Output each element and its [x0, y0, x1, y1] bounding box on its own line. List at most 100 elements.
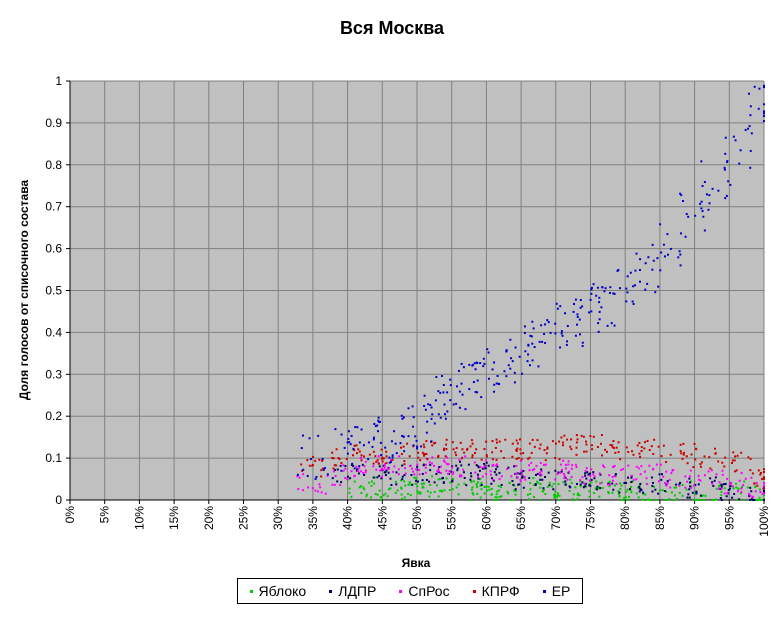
data-point: [728, 487, 731, 490]
data-point: [382, 494, 385, 497]
legend-label: ЕР: [551, 583, 571, 599]
data-point: [631, 450, 634, 453]
data-point: [380, 448, 383, 451]
data-point: [607, 482, 610, 485]
data-point: [442, 459, 445, 462]
data-point: [449, 399, 452, 402]
data-point: [361, 463, 364, 466]
data-point: [572, 310, 575, 313]
data-point: [489, 473, 492, 476]
data-point: [732, 487, 735, 490]
data-point: [426, 420, 429, 423]
data-point: [506, 490, 509, 493]
data-point: [732, 135, 735, 138]
data-point: [455, 402, 458, 405]
data-point: [355, 465, 358, 468]
data-point: [301, 489, 304, 492]
data-point: [536, 473, 539, 476]
data-point: [763, 86, 765, 89]
data-point: [382, 468, 385, 471]
data-point: [377, 419, 380, 422]
data-point: [579, 299, 582, 302]
data-point: [424, 463, 427, 466]
data-point: [449, 470, 452, 473]
legend-swatch: [329, 589, 333, 593]
data-point: [395, 483, 398, 486]
data-point: [607, 492, 610, 495]
data-point: [679, 264, 682, 267]
data-point: [575, 453, 578, 456]
data-point: [342, 464, 345, 467]
data-point: [458, 458, 461, 461]
data-point: [589, 298, 592, 301]
x-tick-label: 65%: [514, 506, 528, 530]
legend: Яблоко ЛДПР СпРос КПРФ ЕР: [237, 578, 583, 604]
data-point: [711, 499, 714, 501]
data-point: [720, 499, 723, 501]
data-point: [439, 391, 442, 394]
data-point: [508, 482, 511, 485]
data-point: [617, 490, 620, 493]
data-point: [707, 208, 710, 211]
data-point: [471, 486, 474, 489]
data-point: [684, 486, 687, 489]
data-point: [643, 470, 646, 473]
data-point: [421, 472, 424, 475]
data-point: [379, 441, 382, 444]
data-point: [452, 448, 455, 451]
y-tick-label: 0.8: [45, 158, 62, 172]
data-point: [714, 498, 717, 501]
data-point: [455, 385, 458, 388]
data-point: [334, 428, 337, 431]
data-point: [600, 481, 603, 484]
data-point: [717, 189, 720, 192]
data-point: [458, 406, 461, 409]
data-point: [632, 285, 635, 288]
data-point: [751, 472, 754, 475]
data-point: [763, 112, 765, 115]
data-point: [490, 487, 493, 490]
data-point: [760, 499, 763, 501]
data-point: [520, 473, 523, 476]
data-point: [496, 490, 499, 493]
data-point: [629, 271, 632, 274]
data-point: [479, 496, 482, 499]
data-point: [333, 464, 336, 467]
data-point: [652, 468, 655, 471]
data-point: [521, 476, 524, 479]
data-point: [531, 320, 534, 323]
data-point: [611, 482, 614, 485]
data-point: [588, 482, 591, 485]
data-point: [558, 499, 561, 501]
data-point: [427, 403, 430, 406]
data-point: [585, 450, 588, 453]
data-point: [614, 451, 617, 454]
data-point: [533, 483, 536, 486]
data-point: [476, 379, 479, 382]
data-point: [582, 486, 585, 489]
data-point: [363, 465, 366, 468]
data-point: [500, 484, 503, 487]
data-point: [611, 446, 614, 449]
data-point: [438, 466, 441, 469]
data-point: [620, 468, 623, 471]
data-point: [386, 495, 389, 498]
data-point: [570, 481, 573, 484]
data-point: [598, 318, 601, 321]
data-point: [660, 478, 663, 481]
data-point: [403, 460, 406, 463]
data-point: [712, 484, 715, 487]
data-point: [699, 202, 702, 205]
data-point: [703, 229, 706, 232]
data-point: [495, 499, 498, 501]
data-point: [472, 480, 475, 483]
data-point: [397, 473, 400, 476]
data-point: [524, 350, 527, 353]
data-point: [574, 334, 577, 337]
data-point: [442, 391, 445, 394]
data-point: [411, 467, 414, 470]
data-point: [445, 448, 448, 451]
data-point: [576, 315, 579, 318]
data-point: [332, 467, 335, 470]
data-point: [454, 451, 457, 454]
